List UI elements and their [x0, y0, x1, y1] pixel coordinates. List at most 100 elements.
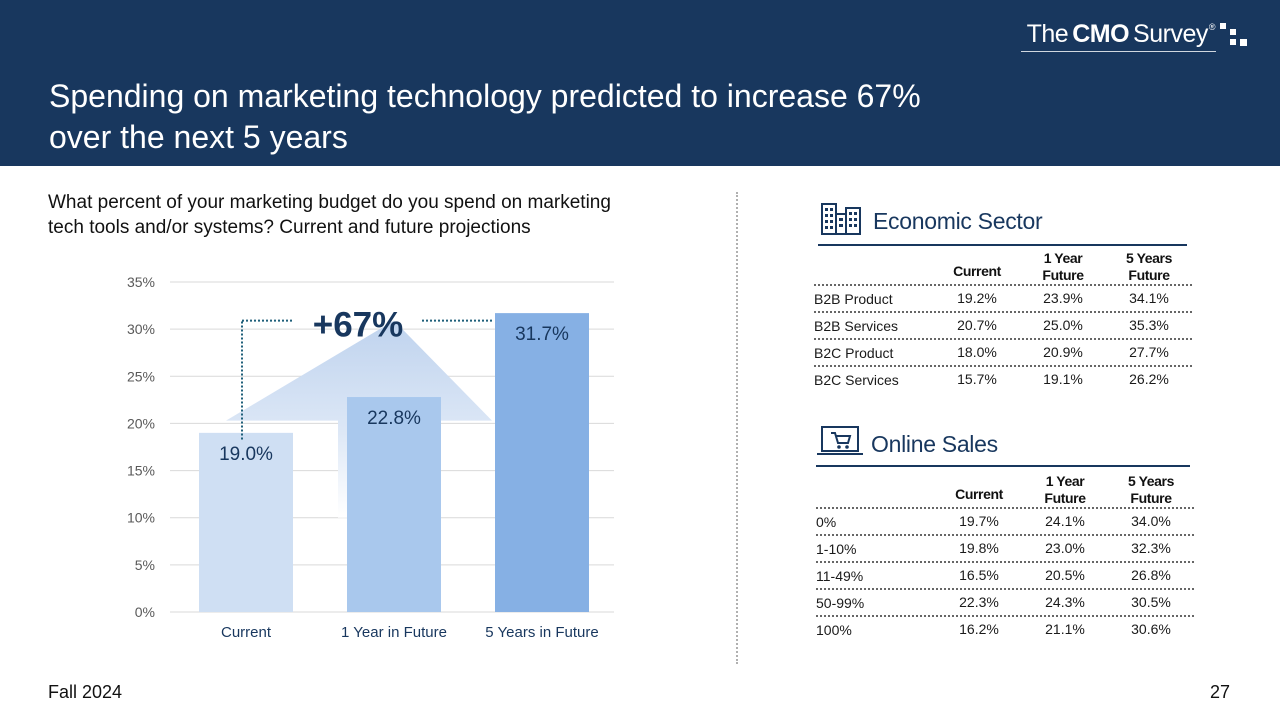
table-cell: 24.1% — [1045, 513, 1085, 529]
bar-chart: 0% 5% 10% 15% 20% 25% 30% 35% 19.0% 22.8% 31.7% C… — [127, 274, 614, 641]
table-cell: 34.0% — [1131, 513, 1171, 529]
logo-text-cmo: CMO — [1072, 20, 1130, 48]
table-cell: 50-99% — [816, 594, 865, 611]
table-cell: 19.7% — [959, 513, 999, 529]
y-tick-label: 20% — [127, 415, 155, 431]
table-cell: 24.3% — [1045, 594, 1085, 610]
cmo-survey-logo: The CMO Survey ® — [1027, 20, 1250, 50]
table-row: B2B Product 19.2% 23.9% 34.1% — [814, 284, 1192, 311]
table-cell: 20.7% — [957, 317, 997, 333]
table-header-row: Current 1 Year Future 5 Years Future — [814, 250, 1192, 284]
table-cell: 0% — [816, 513, 837, 530]
table-cell: 30.6% — [1131, 621, 1171, 637]
table-cell: 23.0% — [1045, 540, 1085, 556]
table-cell: 18.0% — [957, 344, 997, 360]
table-header-line: 5 Years — [1126, 250, 1172, 266]
survey-question: What percent of your marketing budget do… — [48, 190, 708, 240]
chart-x-axis: Current 1 Year in Future 5 Years in Future — [221, 624, 599, 641]
table-header-line: Future — [1044, 490, 1086, 506]
y-tick-label: 0% — [135, 604, 155, 620]
table-header-cell: 5 Years Future — [1106, 250, 1192, 284]
bar — [347, 397, 441, 612]
bar-value-label: 31.7% — [515, 324, 569, 345]
table-row: 100% 16.2% 21.1% 30.6% — [816, 615, 1194, 642]
logo-registered-mark: ® — [1208, 22, 1216, 32]
online-sales-rule — [816, 465, 1190, 467]
buildings-icon — [821, 203, 861, 235]
survey-question-line1: What percent of your marketing budget do… — [48, 192, 611, 213]
table-header-line: Future — [1042, 267, 1084, 283]
page-title-line1: Spending on marketing technology predict… — [49, 78, 921, 114]
economic-sector-heading: Economic Sector — [818, 200, 1043, 236]
table-cell: 19.1% — [1043, 371, 1083, 387]
table-header-cell: Current — [953, 263, 1001, 279]
table-cell: 34.1% — [1129, 290, 1169, 306]
page-number: 27 — [1209, 682, 1230, 702]
increase-annotation: +67% — [313, 306, 404, 345]
page-title: Spending on marketing technology predict… — [49, 76, 1049, 158]
chart-y-axis: 0% 5% 10% 15% 20% 25% 30% 35% — [127, 274, 155, 620]
table-header-line: 1 Year — [1043, 250, 1083, 266]
survey-question-line2: tech tools and/or systems? Current and f… — [48, 217, 531, 238]
bar-value-label: 22.8% — [367, 408, 421, 429]
table-row: 11-49% 16.5% 20.5% 26.8% — [816, 561, 1194, 588]
y-tick-label: 25% — [127, 368, 155, 384]
table-header-line: 5 Years — [1128, 473, 1174, 489]
table-cell: 25.0% — [1043, 317, 1083, 333]
logo-underline — [1021, 51, 1216, 52]
table-cell: 35.3% — [1129, 317, 1169, 333]
bar-value-label: 19.0% — [219, 444, 273, 465]
table-cell: 20.9% — [1043, 344, 1083, 360]
table-cell: 19.8% — [959, 540, 999, 556]
vertical-divider — [736, 192, 738, 664]
table-cell: 16.2% — [959, 621, 999, 637]
y-tick-label: 5% — [135, 557, 155, 573]
table-cell: 20.5% — [1045, 567, 1085, 583]
economic-sector-title: Economic Sector — [873, 208, 1043, 234]
table-cell: 26.2% — [1129, 371, 1169, 387]
y-tick-label: 10% — [127, 510, 155, 526]
table-header-cell: 5 Years Future — [1108, 473, 1194, 507]
table-cell: 100% — [816, 621, 852, 638]
table-cell: B2B Product — [814, 290, 893, 307]
table-cell: 23.9% — [1043, 290, 1083, 306]
table-header-cell: 1 Year Future — [1022, 473, 1108, 507]
y-tick-label: 30% — [127, 321, 155, 337]
shopping-cart-laptop-icon — [817, 426, 863, 455]
table-cell: 21.1% — [1045, 621, 1085, 637]
economic-sector-rule — [818, 244, 1187, 246]
x-tick-label: 5 Years in Future — [485, 624, 598, 641]
logo-text-survey: Survey — [1133, 20, 1208, 48]
table-cell: 32.3% — [1131, 540, 1171, 556]
increase-bracket — [241, 319, 493, 440]
table-row: B2C Product 18.0% 20.9% 27.7% — [814, 338, 1192, 365]
table-cell: 1-10% — [816, 540, 857, 557]
table-header-line: Future — [1130, 490, 1172, 506]
table-row: B2C Services 15.7% 19.1% 26.2% — [814, 365, 1192, 392]
table-cell: 22.3% — [959, 594, 999, 610]
footer-date: Fall 2024 — [48, 682, 123, 702]
logo-dots-icon — [1218, 20, 1250, 50]
table-header-line: 1 Year — [1045, 473, 1085, 489]
table-header-cell: Current — [955, 486, 1003, 502]
table-cell: B2B Services — [814, 317, 899, 334]
table-header-cell: 1 Year Future — [1020, 250, 1106, 284]
table-row: 1-10% 19.8% 23.0% 32.3% — [816, 534, 1194, 561]
table-row: B2B Services 20.7% 25.0% 35.3% — [814, 311, 1192, 338]
table-cell: 16.5% — [959, 567, 999, 583]
x-tick-label: Current — [221, 624, 272, 641]
table-cell: 26.8% — [1131, 567, 1171, 583]
table-row: 50-99% 22.3% 24.3% 30.5% — [816, 588, 1194, 615]
online-sales-heading: Online Sales — [816, 424, 998, 458]
table-cell: B2C Product — [814, 344, 894, 361]
table-row: 0% 19.7% 24.1% 34.0% — [816, 507, 1194, 534]
table-cell: 15.7% — [957, 371, 997, 387]
y-tick-label: 15% — [127, 463, 155, 479]
economic-sector-table: Current 1 Year Future 5 Years Future B2B P… — [814, 250, 1192, 392]
page-title-line2: over the next 5 years — [49, 119, 348, 155]
table-header-row: Current 1 Year Future 5 Years Future — [816, 473, 1194, 507]
table-cell: 27.7% — [1129, 344, 1169, 360]
y-tick-label: 35% — [127, 274, 155, 290]
header-banner: The CMO Survey ® Spending on marketing t… — [0, 0, 1280, 166]
x-tick-label: 1 Year in Future — [341, 624, 447, 641]
